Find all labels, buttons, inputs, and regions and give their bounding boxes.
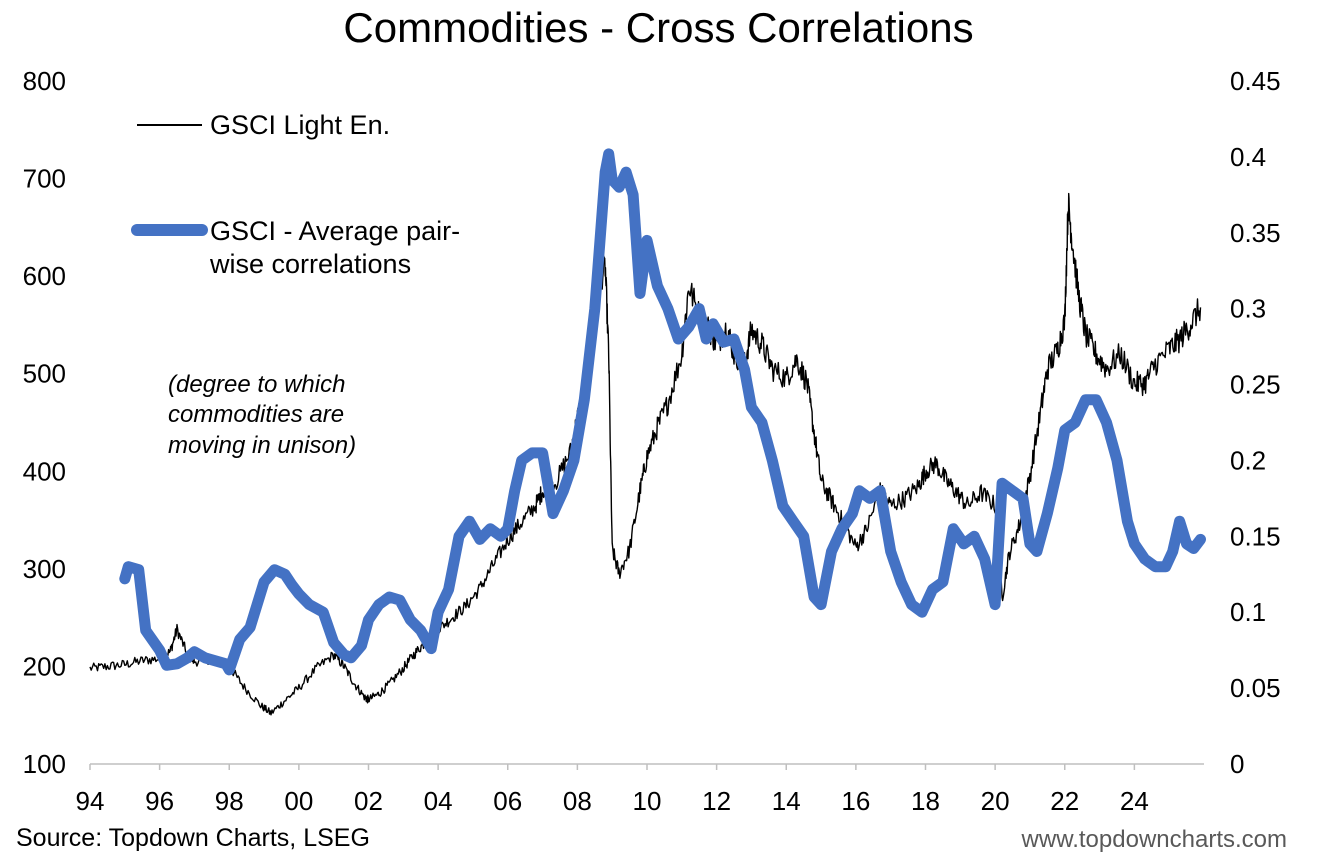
x-tick-label: 10 (633, 786, 662, 816)
x-tick-label: 02 (354, 786, 383, 816)
series-line-avg-pairwise-correlation (119, 148, 1206, 676)
x-tick-label: 96 (145, 786, 174, 816)
y-left-tick-label: 700 (23, 164, 66, 194)
source-note: Source: Topdown Charts, LSEG (16, 824, 370, 852)
x-axis: 94 96 98 00 02 04 06 08 10 12 14 16 18 20 22 24 (76, 763, 1204, 816)
legend-label-correlation-line-1: GSCI - Average pair- (210, 216, 460, 246)
y-right-tick-label: 0.05 (1230, 673, 1281, 703)
x-tick-label: 06 (493, 786, 522, 816)
x-tick-label: 04 (424, 786, 453, 816)
right-axis: 0 0.05 0.1 0.15 0.2 0.25 0.3 0.35 0.4 0.45 (1230, 66, 1281, 779)
y-right-tick-label: 0.1 (1230, 597, 1266, 627)
x-tick-label: 24 (1120, 786, 1149, 816)
x-tick-label: 94 (76, 786, 105, 816)
annotation-line-2: commodities are (168, 401, 344, 428)
chart-title: Commodities - Cross Correlations (343, 4, 974, 51)
x-tick-label: 18 (911, 786, 940, 816)
y-right-tick-label: 0.25 (1230, 370, 1281, 400)
x-tick-label: 08 (563, 786, 592, 816)
y-right-tick-label: 0.15 (1230, 521, 1281, 551)
legend: GSCI Light En. GSCI - Average pair- wise… (131, 110, 460, 279)
y-right-tick-label: 0.3 (1230, 294, 1266, 324)
x-tick-label: 98 (215, 786, 244, 816)
x-tick-label: 16 (841, 786, 870, 816)
website-link[interactable]: www.topdowncharts.com (1021, 826, 1287, 853)
y-left-tick-label: 800 (23, 66, 66, 96)
x-tick-label: 20 (981, 786, 1010, 816)
legend-label-correlation-line-2: wise correlations (209, 249, 411, 279)
x-tick-label: 00 (284, 786, 313, 816)
y-right-tick-label: 0.4 (1230, 142, 1266, 172)
left-axis: 100 200 300 400 500 600 700 800 (23, 66, 66, 779)
legend-label-light-energy: GSCI Light En. (210, 110, 390, 140)
y-left-tick-label: 600 (23, 261, 66, 291)
y-left-tick-label: 300 (23, 554, 66, 584)
plot-area (89, 148, 1206, 716)
y-right-tick-label: 0.45 (1230, 66, 1281, 96)
x-tick-label: 14 (772, 786, 801, 816)
y-left-tick-label: 100 (23, 749, 66, 779)
y-right-tick-label: 0 (1230, 749, 1244, 779)
y-right-tick-label: 0.35 (1230, 218, 1281, 248)
x-tick-label: 22 (1050, 786, 1079, 816)
y-left-tick-label: 500 (23, 359, 66, 389)
x-tick-label: 12 (702, 786, 731, 816)
y-left-tick-label: 400 (23, 456, 66, 486)
series-line-gsci-light-energy (89, 192, 1202, 716)
annotation-line-3: moving in unison) (168, 432, 356, 459)
annotation: (degree to which commodities are moving … (168, 371, 356, 459)
y-right-tick-label: 0.2 (1230, 445, 1266, 475)
y-left-tick-label: 200 (23, 651, 66, 681)
annotation-line-1: (degree to which (168, 371, 345, 398)
